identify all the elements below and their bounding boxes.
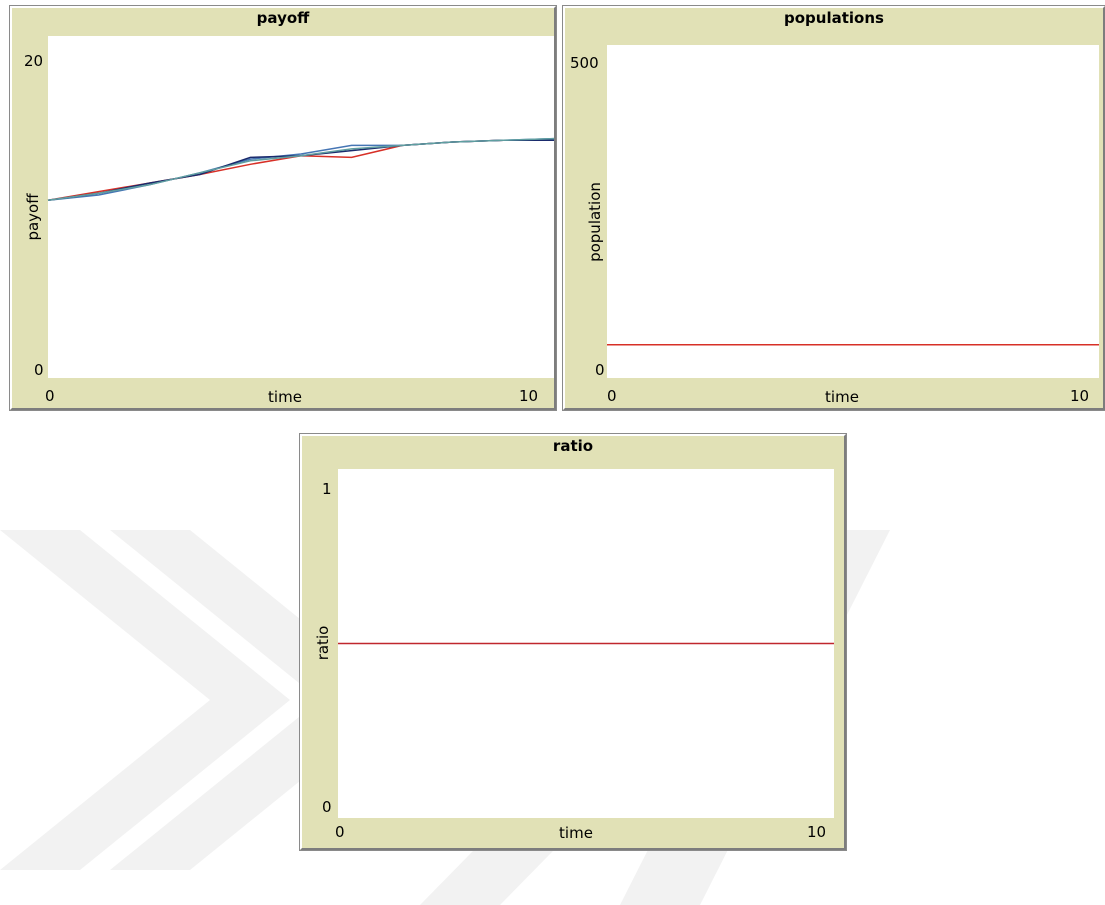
y-tick-max: 500: [570, 54, 599, 72]
y-tick-min: 0: [322, 798, 332, 816]
plot-title: payoff: [256, 9, 310, 27]
plot-area: [338, 469, 834, 818]
x-tick-min: 0: [335, 823, 345, 841]
x-tick-min: 0: [607, 387, 617, 405]
plot-background: [48, 36, 554, 378]
plot-panel-payoff: payoff payoff 20 0 0 10 time: [9, 5, 557, 411]
plot-background: [607, 45, 1099, 378]
plot-title: ratio: [552, 437, 594, 455]
y-tick-min: 0: [34, 361, 44, 379]
plot-area: [47, 36, 555, 378]
plot-area: [607, 45, 1099, 378]
x-tick-max: 10: [807, 823, 827, 841]
series-line-3: [47, 137, 555, 201]
plot-title: populations: [784, 9, 884, 27]
y-tick-min: 0: [595, 361, 605, 379]
x-tick-min: 0: [45, 387, 55, 405]
x-tick-max: 10: [519, 387, 539, 405]
plot-panel-ratio: ratio ratio 1 0 0 10 time: [299, 433, 847, 851]
y-tick-max: 1: [322, 480, 332, 498]
plot-panel-populations: populations population 500 0 0 10 time: [562, 5, 1105, 411]
x-tick-max: 10: [1070, 387, 1090, 405]
watermark-chevron-left: [0, 530, 290, 870]
x-axis-label: time: [825, 388, 859, 406]
y-tick-max: 20: [24, 52, 44, 70]
x-axis-label: time: [559, 824, 593, 842]
x-axis-label: time: [268, 388, 302, 406]
